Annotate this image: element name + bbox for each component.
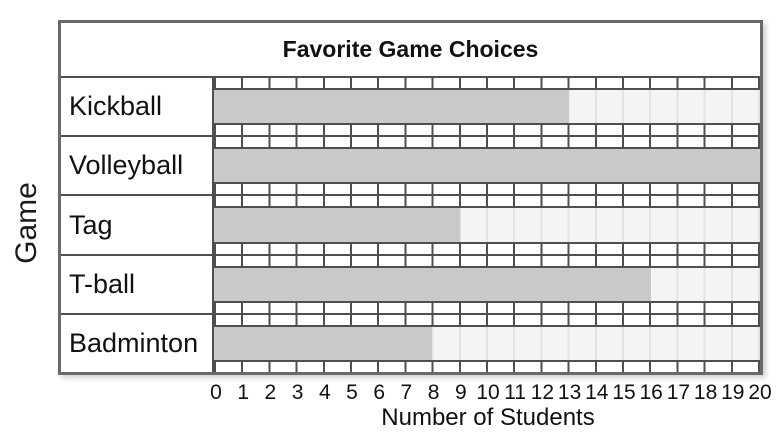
x-tick: 1 (237, 381, 250, 404)
category-label-t-ball: T-ball (61, 255, 214, 313)
x-tick: 6 (373, 381, 386, 404)
x-tick: 4 (318, 381, 331, 404)
bar-volleyball (214, 149, 760, 183)
bar-track-tag (214, 208, 760, 242)
category-label-kickball: Kickball (61, 78, 214, 136)
bar-track-volleyball (214, 149, 760, 183)
x-tick: 16 (639, 381, 663, 404)
bar-row-t-ball: T-ball (61, 255, 760, 315)
grid-strip (214, 255, 760, 268)
bar-row-volleyball: Volleyball (61, 137, 760, 197)
favorite-game-choices-chart: Favorite Game Choices Kickball Volleybal… (58, 20, 763, 375)
x-tick: 3 (291, 381, 304, 404)
x-tick: 20 (748, 381, 772, 404)
bar-zone-kickball (214, 78, 760, 136)
category-label-volleyball: Volleyball (61, 137, 214, 195)
grid-strip (214, 241, 760, 254)
x-tick: 18 (693, 381, 718, 404)
bar-zone-t-ball (214, 255, 760, 313)
x-tick: 8 (427, 381, 440, 404)
bar-zone-tag (214, 196, 760, 254)
x-tick: 12 (530, 381, 555, 404)
bar-row-badminton: Badminton (61, 314, 760, 373)
x-tick: 7 (400, 381, 413, 404)
category-label-badminton: Badminton (61, 314, 214, 373)
x-tick: 5 (346, 381, 358, 404)
bar-badminton (214, 326, 433, 361)
grid-strip (214, 137, 760, 150)
bar-track-kickball (214, 90, 760, 124)
x-tick: 19 (721, 381, 745, 404)
bar-t-ball (214, 267, 651, 301)
bar-track-t-ball (214, 267, 760, 301)
x-tick: 15 (612, 381, 636, 404)
x-tick: 11 (504, 381, 527, 404)
grid-strip (214, 314, 760, 327)
bar-tag (214, 208, 460, 242)
x-tick: 14 (585, 381, 609, 404)
grid-strip (214, 196, 760, 209)
x-tick: 17 (666, 381, 691, 404)
grid-strip (214, 78, 760, 90)
x-tick: 0 (210, 381, 222, 404)
bar-kickball (214, 90, 569, 124)
x-tick: 9 (454, 381, 467, 404)
grid-strip (214, 300, 760, 313)
bar-zone-badminton (214, 314, 760, 373)
x-axis-title: Number of Students (381, 404, 595, 431)
category-label-tag: Tag (61, 196, 214, 254)
chart-title: Favorite Game Choices (61, 23, 760, 78)
bar-rows: Kickball Volleyball (61, 78, 760, 373)
grid-strip (214, 360, 760, 373)
grid-strip (214, 182, 760, 195)
x-tick: 10 (476, 381, 500, 404)
grid-strip (214, 123, 760, 136)
x-tick: 13 (557, 381, 582, 404)
bar-zone-volleyball (214, 137, 760, 195)
bar-row-kickball: Kickball (61, 78, 760, 138)
x-tick: 2 (264, 381, 277, 404)
y-axis-title: Game (10, 182, 43, 264)
x-axis-ticks: 0 1 2 3 4 5 6 7 8 9 10 11 12 13 14 15 16 17 18 19 20 (210, 381, 772, 405)
bar-track-badminton (214, 326, 760, 361)
bar-row-tag: Tag (61, 196, 760, 256)
